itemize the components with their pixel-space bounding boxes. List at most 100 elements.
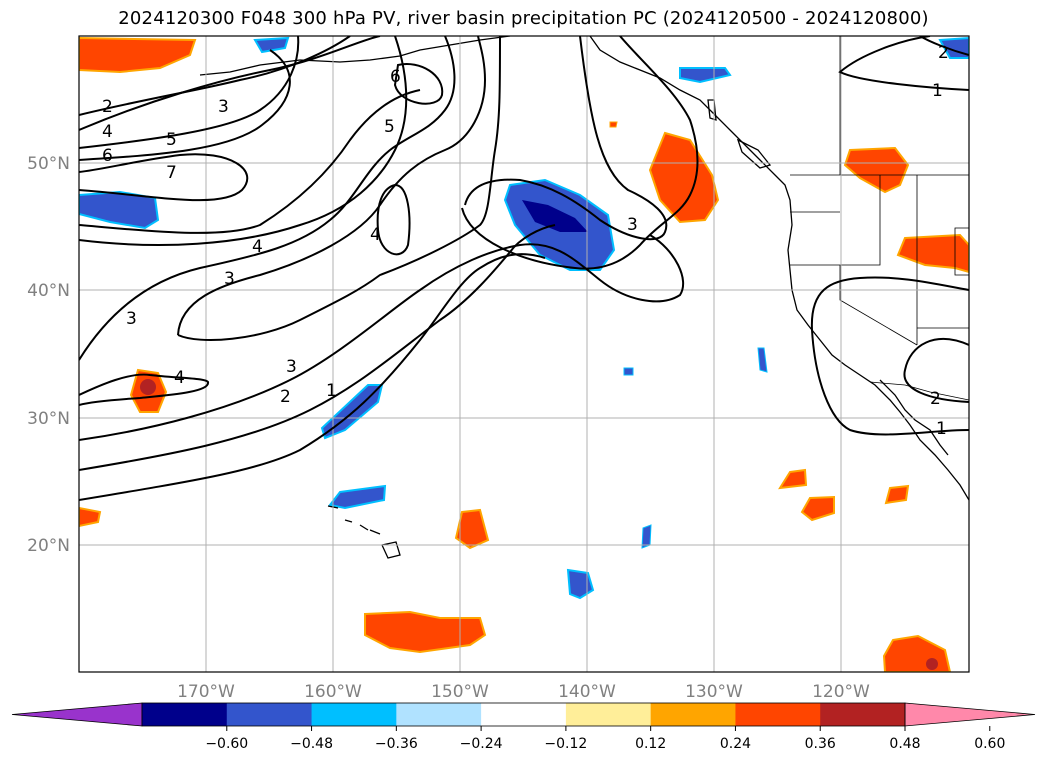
latitude-labels: 50°N 40°N 30°N 20°N: [27, 154, 70, 556]
contour-line: [838, 36, 969, 91]
precip-blob: [328, 484, 387, 510]
contour-label: 3: [218, 97, 229, 117]
contour-label: 2: [938, 43, 949, 63]
contour-line: [79, 36, 408, 246]
haida-gwaii: [707, 99, 717, 121]
contour-line: [177, 36, 487, 336]
pv-contours: [79, 36, 969, 501]
contour-line: [461, 36, 699, 270]
lon-label: 130°W: [685, 682, 743, 702]
contour-line: [919, 36, 969, 56]
contour-label: 4: [102, 122, 113, 142]
contour-line: [79, 36, 351, 116]
colorbar-tick-label: 0.24: [720, 736, 751, 752]
contour-label: 4: [370, 225, 381, 245]
colorbar-segment: [142, 703, 228, 726]
precip-blob: [800, 495, 835, 522]
precip-blob: [79, 190, 160, 230]
precip-core: [140, 379, 156, 395]
state-border: [790, 175, 881, 266]
colorbar-segment: [650, 703, 736, 726]
precip-blob: [843, 146, 910, 194]
lat-label: 30°N: [27, 409, 70, 429]
contour-line: [79, 36, 456, 361]
contour-line: [393, 63, 444, 105]
state-border: [954, 227, 969, 276]
precip-blob: [79, 36, 197, 74]
contour-labels: 2 4 6 3 5 7 5 6 4 4 3 3 4 3 2 1 3 1 2 2 …: [102, 43, 949, 439]
colorbar-segment: [226, 703, 313, 726]
colorbar-segment: [565, 703, 652, 726]
lon-label: 150°W: [431, 682, 489, 702]
lon-label: 170°W: [177, 682, 235, 702]
contour-line: [810, 276, 969, 436]
contour-label: 5: [166, 130, 177, 150]
lat-label: 20°N: [27, 536, 70, 556]
map-area: [79, 36, 969, 672]
colorbar-outline: [141, 702, 906, 727]
precip-core: [926, 658, 938, 670]
map-content: 2 4 6 3 5 7 5 6 4 4 3 3 4 3 2 1 3 1 2 2 …: [79, 36, 969, 672]
colorbar-segment: [481, 703, 567, 726]
colorbar: −0.60 −0.48 −0.36 −0.24 −0.12 0.12 0.24 0.36 0.4…: [11, 702, 1036, 752]
precip-blob: [757, 347, 768, 373]
contour-label: 5: [384, 117, 395, 137]
map-title: 2024120300 F048 300 hPa PV, river basin …: [118, 8, 929, 29]
contour-label: 4: [174, 368, 185, 388]
colorbar-segment: [311, 703, 397, 726]
precip-blob: [884, 484, 910, 505]
precip-blob: [454, 508, 490, 550]
colorbar-tick-label: −0.36: [375, 736, 418, 752]
colorbar-extend-max: [904, 702, 1036, 727]
colorbar-segment: [396, 703, 482, 726]
lat-label: 50°N: [27, 154, 70, 174]
contour-line: [376, 183, 411, 256]
contour-label: 3: [627, 215, 638, 235]
precip-core: [522, 200, 588, 232]
contour-label: 2: [280, 387, 291, 407]
contour-label: 2: [102, 97, 113, 117]
contour-line: [464, 36, 668, 241]
lat-label: 40°N: [27, 281, 70, 301]
contour-line: [79, 234, 685, 441]
colorbar-tick-label: −0.48: [290, 736, 333, 752]
positive-precip-regions: [79, 36, 969, 672]
contour-label: 1: [326, 381, 337, 401]
contour-line: [79, 36, 300, 149]
contour-label: 3: [286, 357, 297, 377]
longitude-labels: 170°W 160°W 150°W 140°W 130°W 120°W: [177, 682, 870, 702]
contour-label: 6: [390, 67, 401, 87]
contour-label: 6: [102, 146, 113, 166]
contour-line: [79, 89, 421, 234]
colorbar-tick-label: 0.60: [974, 736, 1005, 752]
colorbar-segment: [735, 703, 821, 726]
contour-line: [79, 153, 249, 202]
contour-line: [79, 253, 546, 501]
precip-blob: [79, 506, 102, 528]
lon-label: 160°W: [304, 682, 362, 702]
us-mexico-border: [869, 381, 969, 401]
colorbar-tick-label: 0.12: [635, 736, 666, 752]
colorbar-tick-label: 0.48: [889, 736, 920, 752]
colorbar-tick-label: −0.24: [460, 736, 503, 752]
contour-line: [79, 373, 209, 406]
precip-blob: [679, 67, 732, 84]
precip-blob: [609, 121, 618, 128]
contour-label: 3: [224, 269, 235, 289]
precip-blob: [253, 36, 290, 54]
contour-label: 7: [166, 163, 177, 183]
baja-california-coast: [879, 379, 949, 456]
lon-label: 120°W: [812, 682, 870, 702]
contour-label: 1: [936, 419, 947, 439]
political-borders: [790, 36, 969, 401]
colorbar-segment: [820, 703, 906, 726]
state-border: [839, 265, 918, 346]
precip-blob: [778, 468, 808, 490]
colorbar-tick-label: −0.12: [544, 736, 587, 752]
contour-label: 1: [932, 81, 943, 101]
vancouver-island: [736, 138, 772, 169]
precip-blob: [896, 233, 969, 274]
map-frame: [78, 35, 970, 673]
contour-label: 2: [930, 389, 941, 409]
precip-blob: [623, 367, 634, 376]
